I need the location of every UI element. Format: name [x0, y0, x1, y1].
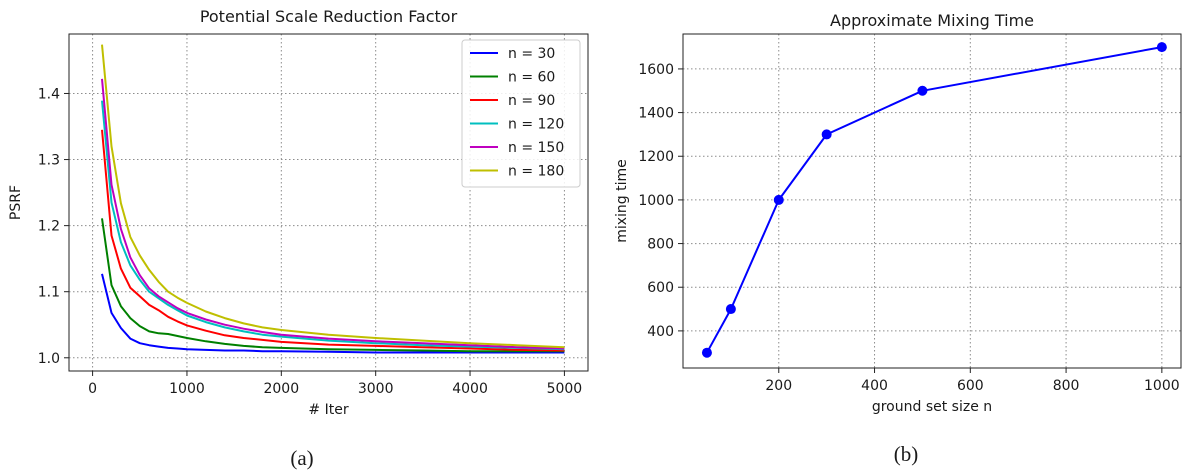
y-tick-label: 1.4 — [38, 86, 60, 102]
y-tick-label: 1.1 — [38, 285, 60, 301]
y-tick-label: 800 — [647, 237, 674, 253]
series-line — [101, 78, 565, 350]
y-tick-label: 1.0 — [38, 351, 60, 367]
x-tick-label: 400 — [861, 378, 888, 394]
mixing-gridlines — [683, 34, 1181, 368]
x-tick-label: 4000 — [452, 381, 488, 397]
series-line — [101, 273, 565, 354]
data-point — [821, 129, 832, 140]
y-tick-label: 1.2 — [38, 219, 60, 235]
series-line — [101, 44, 565, 349]
mixing-y-axis-label: mixing time — [614, 159, 630, 243]
psrf-series-lines — [101, 44, 565, 354]
data-point — [917, 85, 928, 96]
psrf-y-axis-label: PSRF — [8, 185, 24, 220]
psrf-ticks: 0 1000 2000 3000 4000 5000 1.0 1.1 1.2 1.3 1.4 — [38, 86, 582, 397]
mixing-ticks: 200 400 600 800 1000 400 600 800 1000 1200 1400 160… — [638, 62, 1179, 394]
series-line — [101, 129, 565, 352]
x-tick-label: 3000 — [358, 381, 394, 397]
y-tick-label: 600 — [647, 280, 674, 296]
x-tick-label: 1000 — [1144, 378, 1180, 394]
psrf-caption: (a) — [290, 446, 313, 470]
series-line — [101, 218, 565, 353]
mixing-series-line — [706, 46, 1162, 354]
x-tick-label: 0 — [88, 381, 97, 397]
x-tick-label: 600 — [957, 378, 984, 394]
series-line — [101, 100, 565, 351]
mixing-chart-title: Approximate Mixing Time — [830, 11, 1034, 30]
mixing-time-chart: 200 400 600 800 1000 400 600 800 1000 1200 1400 160… — [614, 11, 1182, 466]
psrf-plot-frame — [68, 33, 589, 372]
data-point — [725, 304, 736, 315]
y-tick-label: 1600 — [638, 62, 674, 78]
psrf-x-axis-label: # Iter — [308, 402, 348, 418]
y-tick-label: 1.3 — [38, 153, 60, 169]
psrf-chart-title: Potential Scale Reduction Factor — [200, 7, 458, 26]
series-line — [706, 46, 1162, 354]
legend-label: n = 150 — [508, 140, 564, 156]
psrf-chart: 0 1000 2000 3000 4000 5000 1.0 1.1 1.2 1.3 1.4 Pot… — [8, 7, 589, 470]
data-point — [1156, 42, 1167, 53]
legend-label: n = 90 — [508, 93, 555, 109]
data-point — [773, 194, 784, 205]
y-tick-label: 1200 — [638, 149, 674, 165]
y-tick-label: 400 — [647, 324, 674, 340]
legend-label: n = 120 — [508, 117, 564, 133]
x-tick-label: 2000 — [263, 381, 299, 397]
psrf-legend: n = 30 n = 60 n = 90 n = 120 n = 150 n = 180 — [461, 39, 581, 188]
data-point — [701, 347, 712, 358]
mixing-x-axis-label: ground set size n — [872, 399, 992, 415]
y-tick-label: 1000 — [638, 193, 674, 209]
legend-label: n = 60 — [508, 70, 555, 86]
y-tick-label: 1400 — [638, 106, 674, 122]
mixing-series-points — [701, 42, 1167, 358]
x-tick-label: 200 — [765, 378, 792, 394]
mixing-plot-frame — [682, 33, 1182, 369]
x-tick-label: 1000 — [169, 381, 205, 397]
x-tick-label: 5000 — [547, 381, 583, 397]
mixing-caption: (b) — [894, 442, 919, 466]
legend-label: n = 30 — [508, 46, 555, 62]
legend-label: n = 180 — [508, 164, 564, 180]
x-tick-label: 800 — [1053, 378, 1080, 394]
